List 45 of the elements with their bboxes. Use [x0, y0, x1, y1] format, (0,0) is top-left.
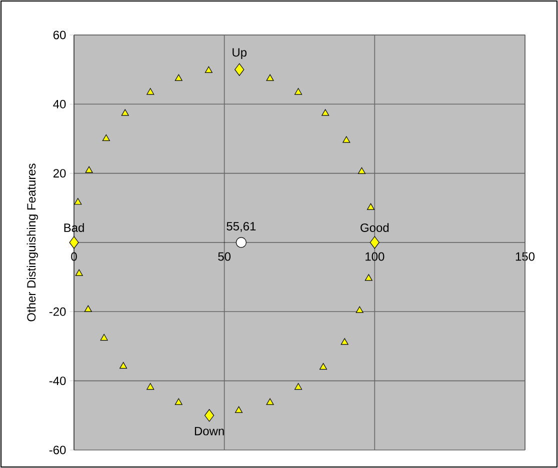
- point: [174, 398, 182, 405]
- point: [342, 136, 350, 143]
- point: [364, 274, 372, 281]
- point: [121, 109, 129, 116]
- point: [204, 66, 212, 73]
- x-tick-label: 150: [516, 252, 535, 261]
- point: [366, 203, 375, 210]
- annotation: Up: [232, 48, 247, 60]
- point: [236, 237, 246, 248]
- y-tick-label: 40: [53, 100, 66, 108]
- y-tick-label: 20: [53, 169, 66, 178]
- point: [358, 167, 366, 174]
- annotation: 55,61: [226, 222, 256, 232]
- point: [204, 409, 214, 422]
- point: [266, 398, 274, 405]
- y-tick-label: -20: [49, 307, 66, 316]
- point: [146, 383, 154, 390]
- x-tick-label: 100: [366, 252, 384, 261]
- point: [84, 305, 92, 312]
- point: [120, 362, 128, 369]
- point: [356, 306, 364, 313]
- point: [69, 236, 79, 249]
- annotation: Down: [194, 426, 224, 436]
- point: [340, 338, 348, 345]
- y-axis-title: Other Distinguishing Features: [26, 164, 38, 322]
- y-tick-label: -60: [49, 446, 66, 454]
- point: [100, 334, 108, 341]
- annotation: Good: [360, 223, 389, 232]
- point: [74, 198, 82, 205]
- point: [102, 134, 110, 142]
- point: [266, 74, 274, 81]
- point: [294, 88, 302, 95]
- point: [85, 166, 93, 173]
- y-tick-label: -40: [49, 376, 66, 386]
- point: [234, 63, 244, 76]
- point: [174, 74, 182, 81]
- point: [370, 236, 380, 249]
- point: [319, 363, 328, 370]
- point: [294, 383, 302, 390]
- y-tick-label: 60: [53, 30, 66, 40]
- point: [322, 109, 330, 116]
- point: [235, 406, 243, 413]
- point: [75, 269, 83, 276]
- x-tick-label: 50: [218, 252, 231, 261]
- point: [146, 88, 154, 95]
